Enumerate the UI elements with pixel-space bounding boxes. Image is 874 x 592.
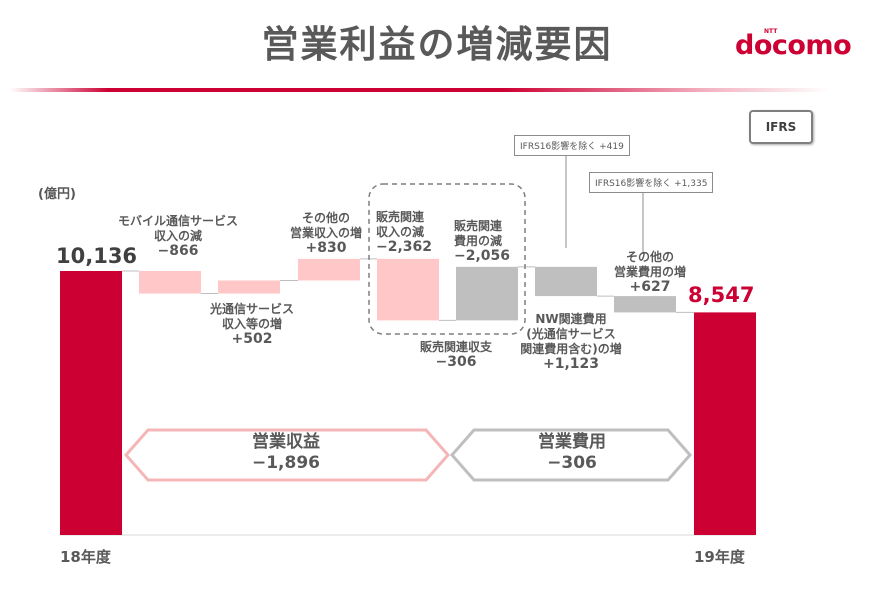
step-label-other-revenue: その他の 営業収入の増 +830 <box>276 211 376 256</box>
sales-related-net-value: −306 <box>435 354 477 370</box>
step-value-other-revenue: +830 <box>305 240 347 256</box>
step-value-mobile: −866 <box>157 243 199 259</box>
bar-sales-revenue <box>377 258 439 321</box>
step-label-other-cost-text: その他の 営業費用の増 <box>613 250 686 279</box>
bar-mobile <box>139 271 201 294</box>
step-value-nw-cost: +1,123 <box>542 356 599 372</box>
step-label-fiber: 光通信サービス 収入等の増 +502 <box>197 302 307 347</box>
sales-related-net-text: 販売関連収支 <box>419 340 492 354</box>
step-value-sales-revenue: −2,362 <box>376 239 433 255</box>
summary-revenue: 営業収益 −1,896 <box>186 432 386 474</box>
sales-related-group-box <box>368 183 526 335</box>
step-label-other-cost: その他の 営業費用の増 +627 <box>600 250 700 295</box>
step-label-nw-cost: NW関連費用 (光通信サービス 関連費用含む)の増 +1,123 <box>506 312 636 372</box>
summary-revenue-hexagon <box>124 428 450 482</box>
summary-revenue-value: −1,896 <box>251 453 321 473</box>
step-label-sales-revenue: 販売関連 収入の減 −2,362 <box>376 210 440 255</box>
title-divider <box>10 88 830 92</box>
summary-revenue-label: 営業収益 <box>252 432 320 452</box>
ifrs-callout-nw: IFRS16影響を除く +419 <box>514 135 630 156</box>
step-value-sales-cost: −2,056 <box>454 248 511 264</box>
end-value-label: 8,547 <box>688 283 755 307</box>
step-label-sales-cost: 販売関連 費用の減 −2,056 <box>454 219 518 264</box>
ifrs-callout-other: IFRS16影響を除く +1,335 <box>589 172 714 193</box>
step-label-mobile-text: モバイル通信サービス 収入の減 <box>118 214 239 243</box>
summary-cost-value: −306 <box>547 453 597 473</box>
step-value-fiber: +502 <box>231 331 273 347</box>
bar-end <box>694 312 756 535</box>
docomo-logo: docomo <box>735 30 852 61</box>
bar-start <box>60 271 122 535</box>
bar-sales-cost <box>456 266 518 321</box>
step-label-sales-cost-text: 販売関連 費用の減 <box>454 219 503 248</box>
unit-label: (億円) <box>38 187 76 202</box>
step-label-fiber-text: 光通信サービス 収入等の増 <box>209 302 294 331</box>
step-label-nw-cost-text: NW関連費用 (光通信サービス 関連費用含む)の増 <box>520 312 622 356</box>
bar-other-revenue <box>298 258 360 281</box>
bar-nw-cost <box>535 266 597 297</box>
logo-ntt-text: NTT <box>764 28 778 35</box>
step-value-other-cost: +627 <box>629 279 671 295</box>
sales-related-net-label: 販売関連収支 −306 <box>396 340 516 370</box>
page-title: 営業利益の増減要因 <box>261 23 613 66</box>
start-year-label: 18年度 <box>60 548 111 566</box>
bar-other-cost <box>614 296 676 313</box>
summary-cost-hexagon <box>450 428 692 482</box>
start-value-label: 10,136 <box>56 244 138 268</box>
end-year-label: 19年度 <box>694 548 745 566</box>
step-label-other-revenue-text: その他の 営業収入の増 <box>289 211 362 240</box>
step-label-sales-revenue-text: 販売関連 収入の減 <box>376 210 425 239</box>
summary-cost: 営業費用 −306 <box>472 432 672 474</box>
step-label-mobile: モバイル通信サービス 収入の減 −866 <box>118 214 238 259</box>
bar-fiber <box>218 280 280 294</box>
summary-cost-label: 営業費用 <box>538 432 606 452</box>
ifrs-badge: IFRS <box>749 110 813 144</box>
